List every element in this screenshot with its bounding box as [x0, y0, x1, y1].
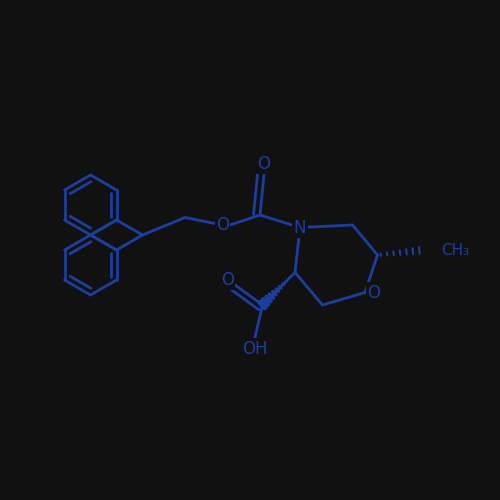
Text: O: O	[221, 271, 234, 289]
Text: N: N	[294, 218, 306, 236]
Text: O: O	[368, 284, 380, 302]
Text: N: N	[294, 218, 306, 236]
Text: OH: OH	[242, 340, 268, 357]
Text: CH₃: CH₃	[442, 242, 469, 258]
Text: O: O	[258, 155, 270, 173]
Text: O: O	[216, 216, 229, 234]
